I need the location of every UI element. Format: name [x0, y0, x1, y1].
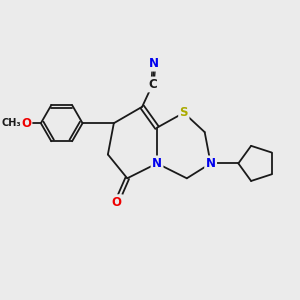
- Text: N: N: [149, 57, 159, 70]
- Text: CH₃: CH₃: [1, 118, 21, 128]
- Text: O: O: [21, 117, 31, 130]
- Text: O: O: [112, 196, 122, 208]
- Text: N: N: [152, 157, 162, 170]
- Text: S: S: [180, 106, 188, 119]
- Text: C: C: [148, 78, 157, 91]
- Text: N: N: [206, 157, 216, 170]
